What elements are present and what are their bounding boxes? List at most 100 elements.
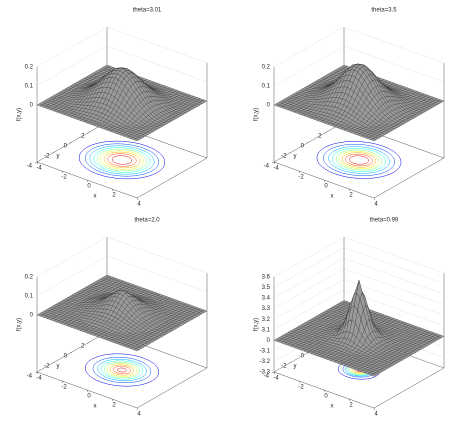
tick-mark <box>61 170 64 174</box>
y-tick-label: 0 <box>301 354 305 360</box>
x-tick-label: 2 <box>112 403 116 409</box>
contour-line <box>328 146 390 174</box>
contour-line <box>78 140 166 180</box>
axis-line <box>136 157 208 199</box>
z-tick-label: -3.3 <box>260 370 271 376</box>
contour-line <box>89 145 155 175</box>
tick-mark <box>298 380 301 384</box>
y-axis-label: y <box>57 154 60 160</box>
grid-line <box>273 26 445 68</box>
contour-line <box>106 363 138 377</box>
grid-line <box>273 279 445 320</box>
chart-title: theta=2.0 <box>134 218 160 224</box>
tick-mark <box>271 161 275 164</box>
tick-mark <box>69 141 73 144</box>
grid-line <box>273 247 445 288</box>
tick-mark <box>324 131 327 134</box>
contour-line <box>96 148 148 172</box>
z-tick-label: 3.6 <box>262 275 271 281</box>
surface-cell <box>370 138 377 142</box>
tick-mark <box>136 407 139 411</box>
z-tick-label: 0.1 <box>25 84 34 90</box>
x-tick-label: -2 <box>61 175 67 181</box>
y-tick-label: -2 <box>281 154 287 160</box>
x-tick-label: -2 <box>298 175 304 181</box>
tick-mark <box>289 151 292 154</box>
contour-line <box>97 359 147 381</box>
tick-mark <box>86 389 89 393</box>
tick-mark <box>52 361 55 364</box>
contour-line <box>103 361 141 379</box>
x-tick-label: -2 <box>61 385 67 391</box>
surface-cell <box>133 138 140 142</box>
y-tick-label: -4 <box>27 374 33 380</box>
contour-line <box>335 149 383 171</box>
x-tick-label: 4 <box>137 412 141 418</box>
grid-line <box>273 257 445 299</box>
y-tick-label: -4 <box>264 374 270 380</box>
tick-mark <box>348 398 351 402</box>
z-tick-label: 0.2 <box>25 275 34 281</box>
y-tick-label: 0 <box>64 354 68 360</box>
z-tick-label: 0.1 <box>25 294 34 300</box>
x-tick-label: -4 <box>36 166 42 172</box>
contour-line <box>349 155 369 165</box>
y-tick-label: 0 <box>64 144 68 150</box>
tick-mark <box>348 188 351 192</box>
y-tick-label: -2 <box>44 154 50 160</box>
chart-title: theta=3.5 <box>371 8 397 14</box>
y-tick-label: 0 <box>301 144 305 150</box>
contour-line <box>107 153 137 167</box>
tick-mark <box>373 407 376 411</box>
z-tick-label: 0 <box>30 313 34 319</box>
y-tick-label: -2 <box>281 364 287 370</box>
contour-line <box>100 360 144 380</box>
y-tick-label: -4 <box>264 164 270 170</box>
z-tick-label: -3.1 <box>260 348 271 354</box>
contour-line <box>338 151 380 169</box>
chart-title: theta=3.01 <box>133 8 162 14</box>
z-axis-label: f(x,y) <box>17 318 23 331</box>
x-tick-label: 0 <box>324 184 328 190</box>
grid-line <box>273 268 445 309</box>
x-tick-label: 2 <box>349 403 353 409</box>
contour-line <box>92 356 152 384</box>
contour-line <box>341 152 377 168</box>
contour-line <box>323 144 395 176</box>
grid-line <box>273 289 445 330</box>
x-axis-label: x <box>94 194 97 200</box>
surface-cell <box>133 348 140 352</box>
grid-line <box>273 45 445 87</box>
x-tick-label: -4 <box>273 166 279 172</box>
grid-line <box>36 45 208 87</box>
z-axis-label: f(x,y) <box>17 108 23 121</box>
panel: 3.63.53.43.33.23.10-3.1-3.2-3.3-4-2024-4… <box>254 218 445 418</box>
z-tick-label: 0 <box>267 103 271 109</box>
y-tick-label: -4 <box>27 164 33 170</box>
z-tick-label: 0.2 <box>262 65 271 71</box>
x-tick-label: -4 <box>273 376 279 382</box>
tick-mark <box>323 179 326 183</box>
grid-line <box>36 236 208 278</box>
tick-mark <box>69 351 73 354</box>
tick-mark <box>323 389 326 393</box>
x-tick-label: 2 <box>112 193 116 199</box>
tick-mark <box>273 161 276 165</box>
tick-mark <box>52 151 55 154</box>
x-axis-label: x <box>94 404 97 410</box>
surface <box>273 279 445 377</box>
contour-line <box>93 147 151 173</box>
contour-line <box>111 155 133 165</box>
tick-mark <box>373 197 376 201</box>
contour-line <box>345 153 373 167</box>
chart-title: theta=0.99 <box>370 218 399 224</box>
surface <box>36 274 208 352</box>
contour-line <box>103 151 141 169</box>
y-axis-label: y <box>57 364 60 370</box>
contour-line <box>117 367 127 373</box>
tick-mark <box>289 361 292 364</box>
